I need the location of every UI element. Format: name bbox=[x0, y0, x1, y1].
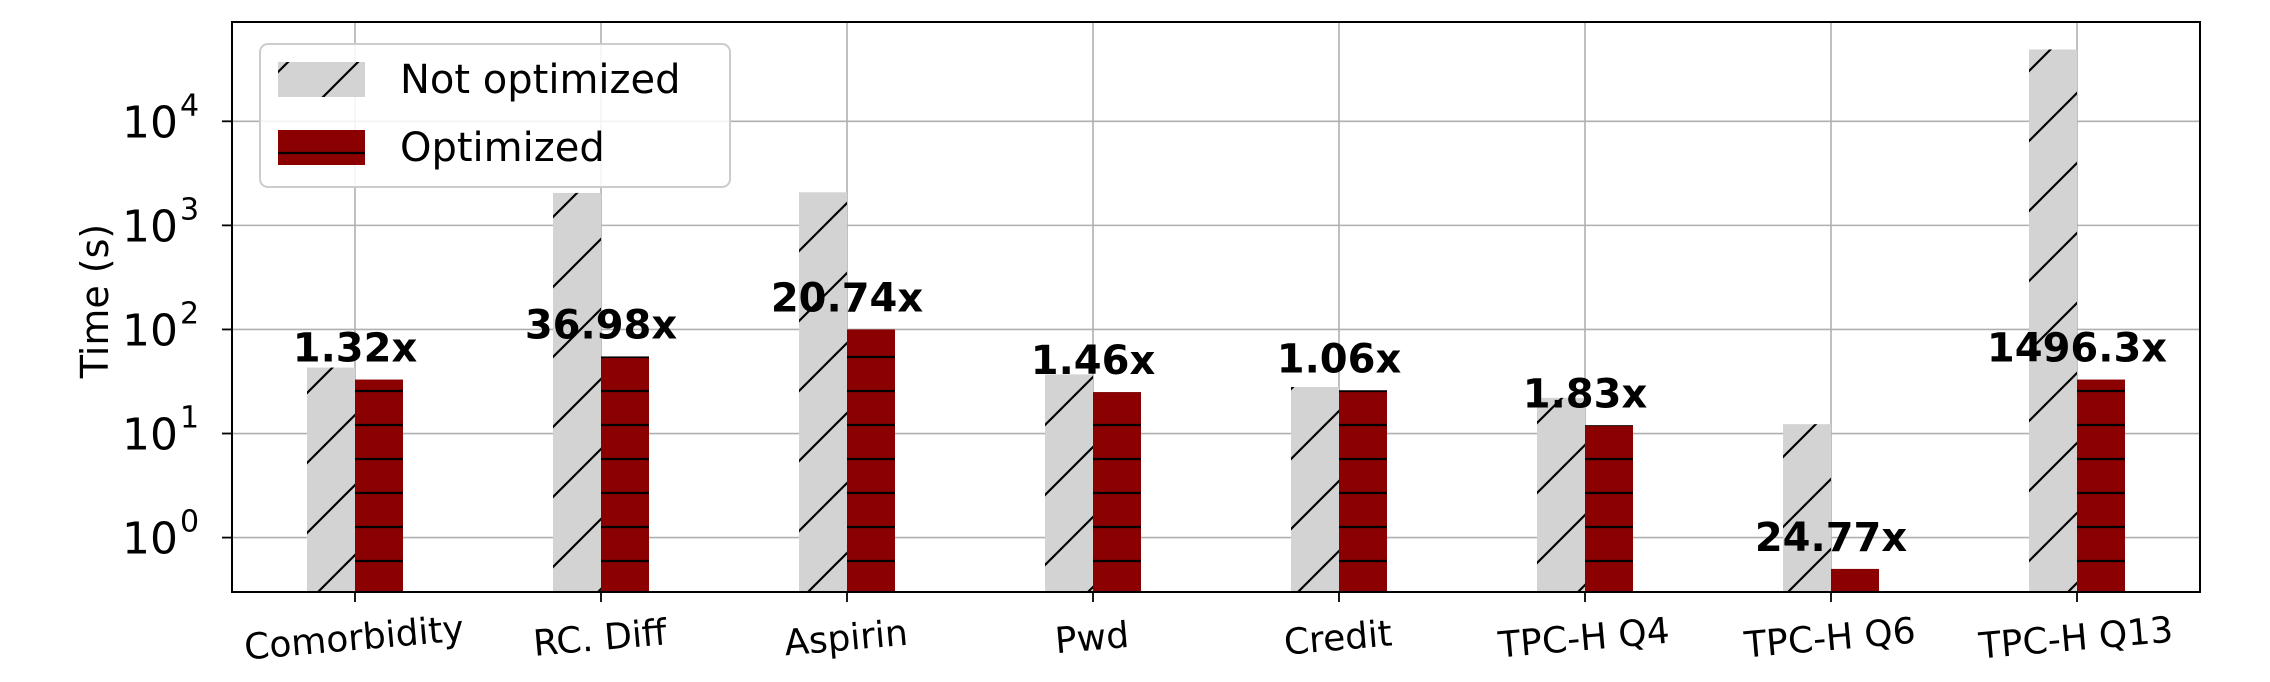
speedup-label: 24.77x bbox=[1755, 515, 1908, 561]
y-tick-exponent: 0 bbox=[180, 505, 199, 540]
y-tick-label: 10 bbox=[122, 514, 178, 565]
speedup-label: 1.46x bbox=[1031, 338, 1156, 384]
bar-hatch bbox=[2077, 379, 2125, 592]
legend-label-optimized: Optimized bbox=[400, 125, 605, 171]
x-tick-label: TPC-H Q4 bbox=[1496, 611, 1672, 667]
x-tick-label: Pwd bbox=[1053, 615, 1130, 662]
speedup-label: 1.06x bbox=[1277, 336, 1402, 382]
y-tick-label: 10 bbox=[122, 305, 178, 356]
x-tick-label: Credit bbox=[1282, 613, 1393, 663]
y-tick-exponent: 3 bbox=[180, 192, 199, 227]
bar-hatch bbox=[1339, 390, 1387, 592]
x-tick-label: Aspirin bbox=[783, 613, 910, 665]
bar-hatch bbox=[601, 356, 649, 592]
y-tick-exponent: 4 bbox=[180, 88, 199, 123]
bar-hatch bbox=[799, 192, 847, 592]
bar-hatch bbox=[1831, 568, 1879, 592]
bar-hatch bbox=[2029, 49, 2077, 592]
bar-hatch bbox=[1045, 374, 1093, 592]
bars bbox=[307, 49, 2125, 592]
bar-hatch bbox=[553, 192, 601, 592]
bar-hatch bbox=[847, 329, 895, 592]
speedup-label: 36.98x bbox=[525, 302, 678, 348]
speedup-label: 20.74x bbox=[771, 275, 924, 321]
x-tick-label: TPC-H Q6 bbox=[1742, 611, 1918, 667]
y-tick-label: 10 bbox=[122, 410, 178, 461]
y-tick-label: 10 bbox=[122, 97, 178, 148]
speedup-label: 1.32x bbox=[293, 326, 418, 372]
legend: Not optimized Optimized bbox=[259, 43, 731, 188]
bar-hatch bbox=[355, 379, 403, 592]
speedup-label: 1496.3x bbox=[1987, 326, 2167, 372]
y-tick-exponent: 2 bbox=[180, 296, 199, 331]
legend-hatch-optimized bbox=[278, 130, 365, 165]
x-tick-label: RC. Diff bbox=[532, 612, 670, 665]
bar-hatch bbox=[1537, 397, 1585, 592]
y-tick-exponent: 1 bbox=[180, 401, 199, 436]
legend-label-not-optimized: Not optimized bbox=[400, 57, 681, 103]
legend-box bbox=[259, 43, 731, 188]
speedup-label: 1.83x bbox=[1523, 371, 1648, 417]
legend-hatch-not-optimized bbox=[278, 62, 365, 97]
bar-hatch bbox=[1291, 386, 1339, 592]
bar-hatch bbox=[307, 367, 355, 592]
y-axis-label: Time (s) bbox=[73, 224, 117, 380]
x-tick-label: Comorbidity bbox=[243, 609, 466, 669]
bar-hatch bbox=[1093, 392, 1141, 592]
y-tick-label: 10 bbox=[122, 201, 178, 252]
axes bbox=[222, 21, 2201, 602]
plot-frame bbox=[231, 21, 2201, 593]
x-tick-label: TPC-H Q13 bbox=[1976, 610, 2174, 668]
bar-hatch bbox=[1585, 425, 1633, 592]
bar-hatch bbox=[1783, 424, 1831, 592]
